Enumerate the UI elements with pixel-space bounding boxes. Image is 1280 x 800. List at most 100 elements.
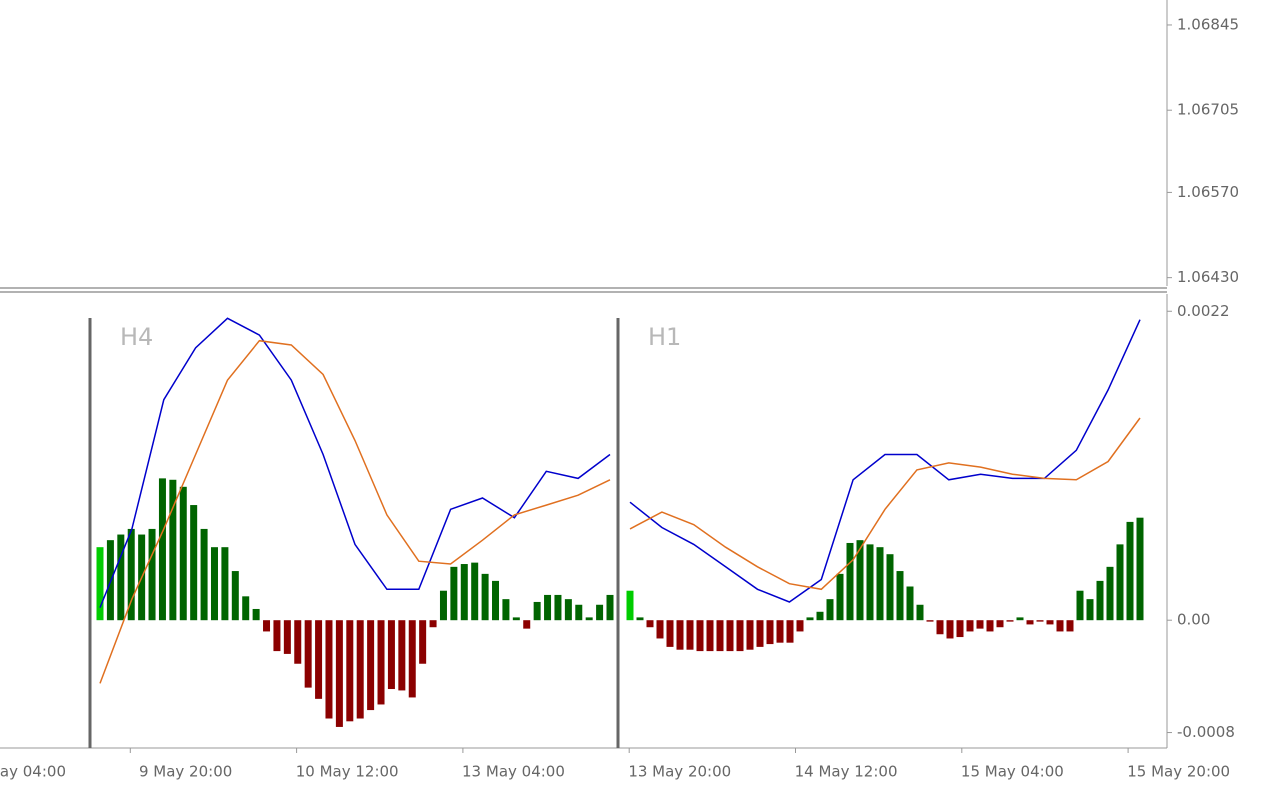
histogram-bar xyxy=(492,580,500,621)
histogram-bar xyxy=(686,620,694,650)
histogram-bar xyxy=(502,599,510,621)
histogram-bar xyxy=(996,620,1004,628)
histogram-bar xyxy=(906,586,914,621)
histogram-bar xyxy=(544,594,552,621)
histogram-bar xyxy=(626,590,634,621)
histogram-bar xyxy=(575,604,583,621)
histogram-bar xyxy=(450,566,458,621)
histogram-bar xyxy=(252,608,260,621)
histogram-bar xyxy=(926,620,934,622)
histogram-bar xyxy=(429,620,437,628)
histogram-bar xyxy=(886,554,894,621)
histogram-bar xyxy=(946,620,954,639)
x-tick-label: 13 May 04:00 xyxy=(462,763,565,781)
histogram-bar xyxy=(676,620,684,650)
x-tick-label: 9 May 20:00 xyxy=(139,763,232,781)
histogram-bar xyxy=(866,544,874,621)
histogram-bar xyxy=(179,486,187,621)
histogram-bar xyxy=(1116,544,1124,621)
histogram-bar xyxy=(419,620,427,664)
histogram-bar xyxy=(856,540,864,621)
histogram-bar xyxy=(826,599,834,621)
histogram-bar xyxy=(1136,517,1144,621)
y-tick-label: 0.00 xyxy=(1177,611,1210,629)
histogram-bar xyxy=(585,617,593,621)
histogram-bar xyxy=(200,528,208,621)
x-tick-label: May 04:00 xyxy=(0,763,66,781)
histogram-bar xyxy=(523,620,531,629)
histogram-bar xyxy=(936,620,944,635)
histogram-bar xyxy=(304,620,312,688)
histogram-bar xyxy=(377,620,385,705)
timeframe-label: H4 xyxy=(120,323,153,351)
histogram-bar xyxy=(966,620,974,632)
histogram-bar xyxy=(736,620,744,652)
histogram-bar xyxy=(646,620,654,628)
histogram-bar xyxy=(127,528,135,621)
histogram-bar xyxy=(408,620,416,698)
x-tick-label: 15 May 20:00 xyxy=(1127,763,1230,781)
histogram-bar xyxy=(716,620,724,652)
histogram-bar xyxy=(956,620,964,638)
histogram-bar xyxy=(876,547,884,621)
indicator-line xyxy=(629,319,1141,603)
histogram-bar xyxy=(158,478,166,621)
histogram-bar xyxy=(606,594,614,621)
histogram-bar xyxy=(398,620,406,691)
histogram-bar xyxy=(481,573,489,621)
histogram-bar xyxy=(263,620,271,632)
histogram-bar xyxy=(896,571,904,621)
histogram-bar xyxy=(1086,599,1094,621)
histogram-bar xyxy=(221,547,229,621)
histogram-bar xyxy=(242,596,250,621)
histogram-bar xyxy=(533,601,541,621)
histogram-bar xyxy=(796,620,804,632)
y-tick-label: -0.0008 xyxy=(1177,723,1235,741)
histogram-bar xyxy=(169,479,177,621)
indicator-line xyxy=(629,417,1141,591)
timeframe-label: H1 xyxy=(648,323,681,351)
histogram-bar xyxy=(1046,620,1054,625)
histogram-bar xyxy=(706,620,714,652)
y-tick-label: 1.06430 xyxy=(1177,268,1239,286)
histogram-bar xyxy=(190,505,198,621)
histogram-bar xyxy=(554,594,562,621)
x-tick-label: 10 May 12:00 xyxy=(296,763,399,781)
y-tick-label: 0.0022 xyxy=(1177,302,1230,320)
histogram-bar xyxy=(273,620,281,652)
histogram-bar xyxy=(335,620,343,727)
histogram-bar xyxy=(460,564,468,621)
histogram-bar xyxy=(117,534,125,621)
histogram-bar xyxy=(1076,590,1084,621)
histogram-bar xyxy=(210,547,218,621)
histogram-bar xyxy=(846,542,854,621)
indicator-line xyxy=(99,317,611,608)
histogram-bar xyxy=(315,620,323,699)
y-tick-label: 1.06705 xyxy=(1177,101,1239,119)
histogram-bar xyxy=(1106,566,1114,621)
histogram-bar xyxy=(756,620,764,647)
histogram-bar xyxy=(746,620,754,650)
histogram-bar xyxy=(1066,620,1074,632)
y-tick-label: 1.06845 xyxy=(1177,15,1239,33)
histogram-bar xyxy=(806,617,814,621)
histogram-bar xyxy=(786,620,794,643)
histogram-bar xyxy=(148,528,156,621)
histogram-bar xyxy=(1036,620,1044,622)
x-tick-label: 13 May 20:00 xyxy=(628,763,731,781)
histogram-bar xyxy=(816,611,824,621)
histogram-bar xyxy=(283,620,291,654)
histogram-bar xyxy=(346,620,354,722)
histogram-bar xyxy=(325,620,333,719)
histogram-bar xyxy=(1096,580,1104,621)
indicator-line xyxy=(99,339,611,684)
histogram-bar xyxy=(231,571,239,621)
histogram-bar xyxy=(1006,620,1014,622)
histogram-bar xyxy=(976,620,984,629)
histogram-bar xyxy=(471,562,479,621)
histogram-bar xyxy=(636,617,644,621)
x-tick-label: 14 May 12:00 xyxy=(795,763,898,781)
histogram-bar xyxy=(1026,620,1034,625)
